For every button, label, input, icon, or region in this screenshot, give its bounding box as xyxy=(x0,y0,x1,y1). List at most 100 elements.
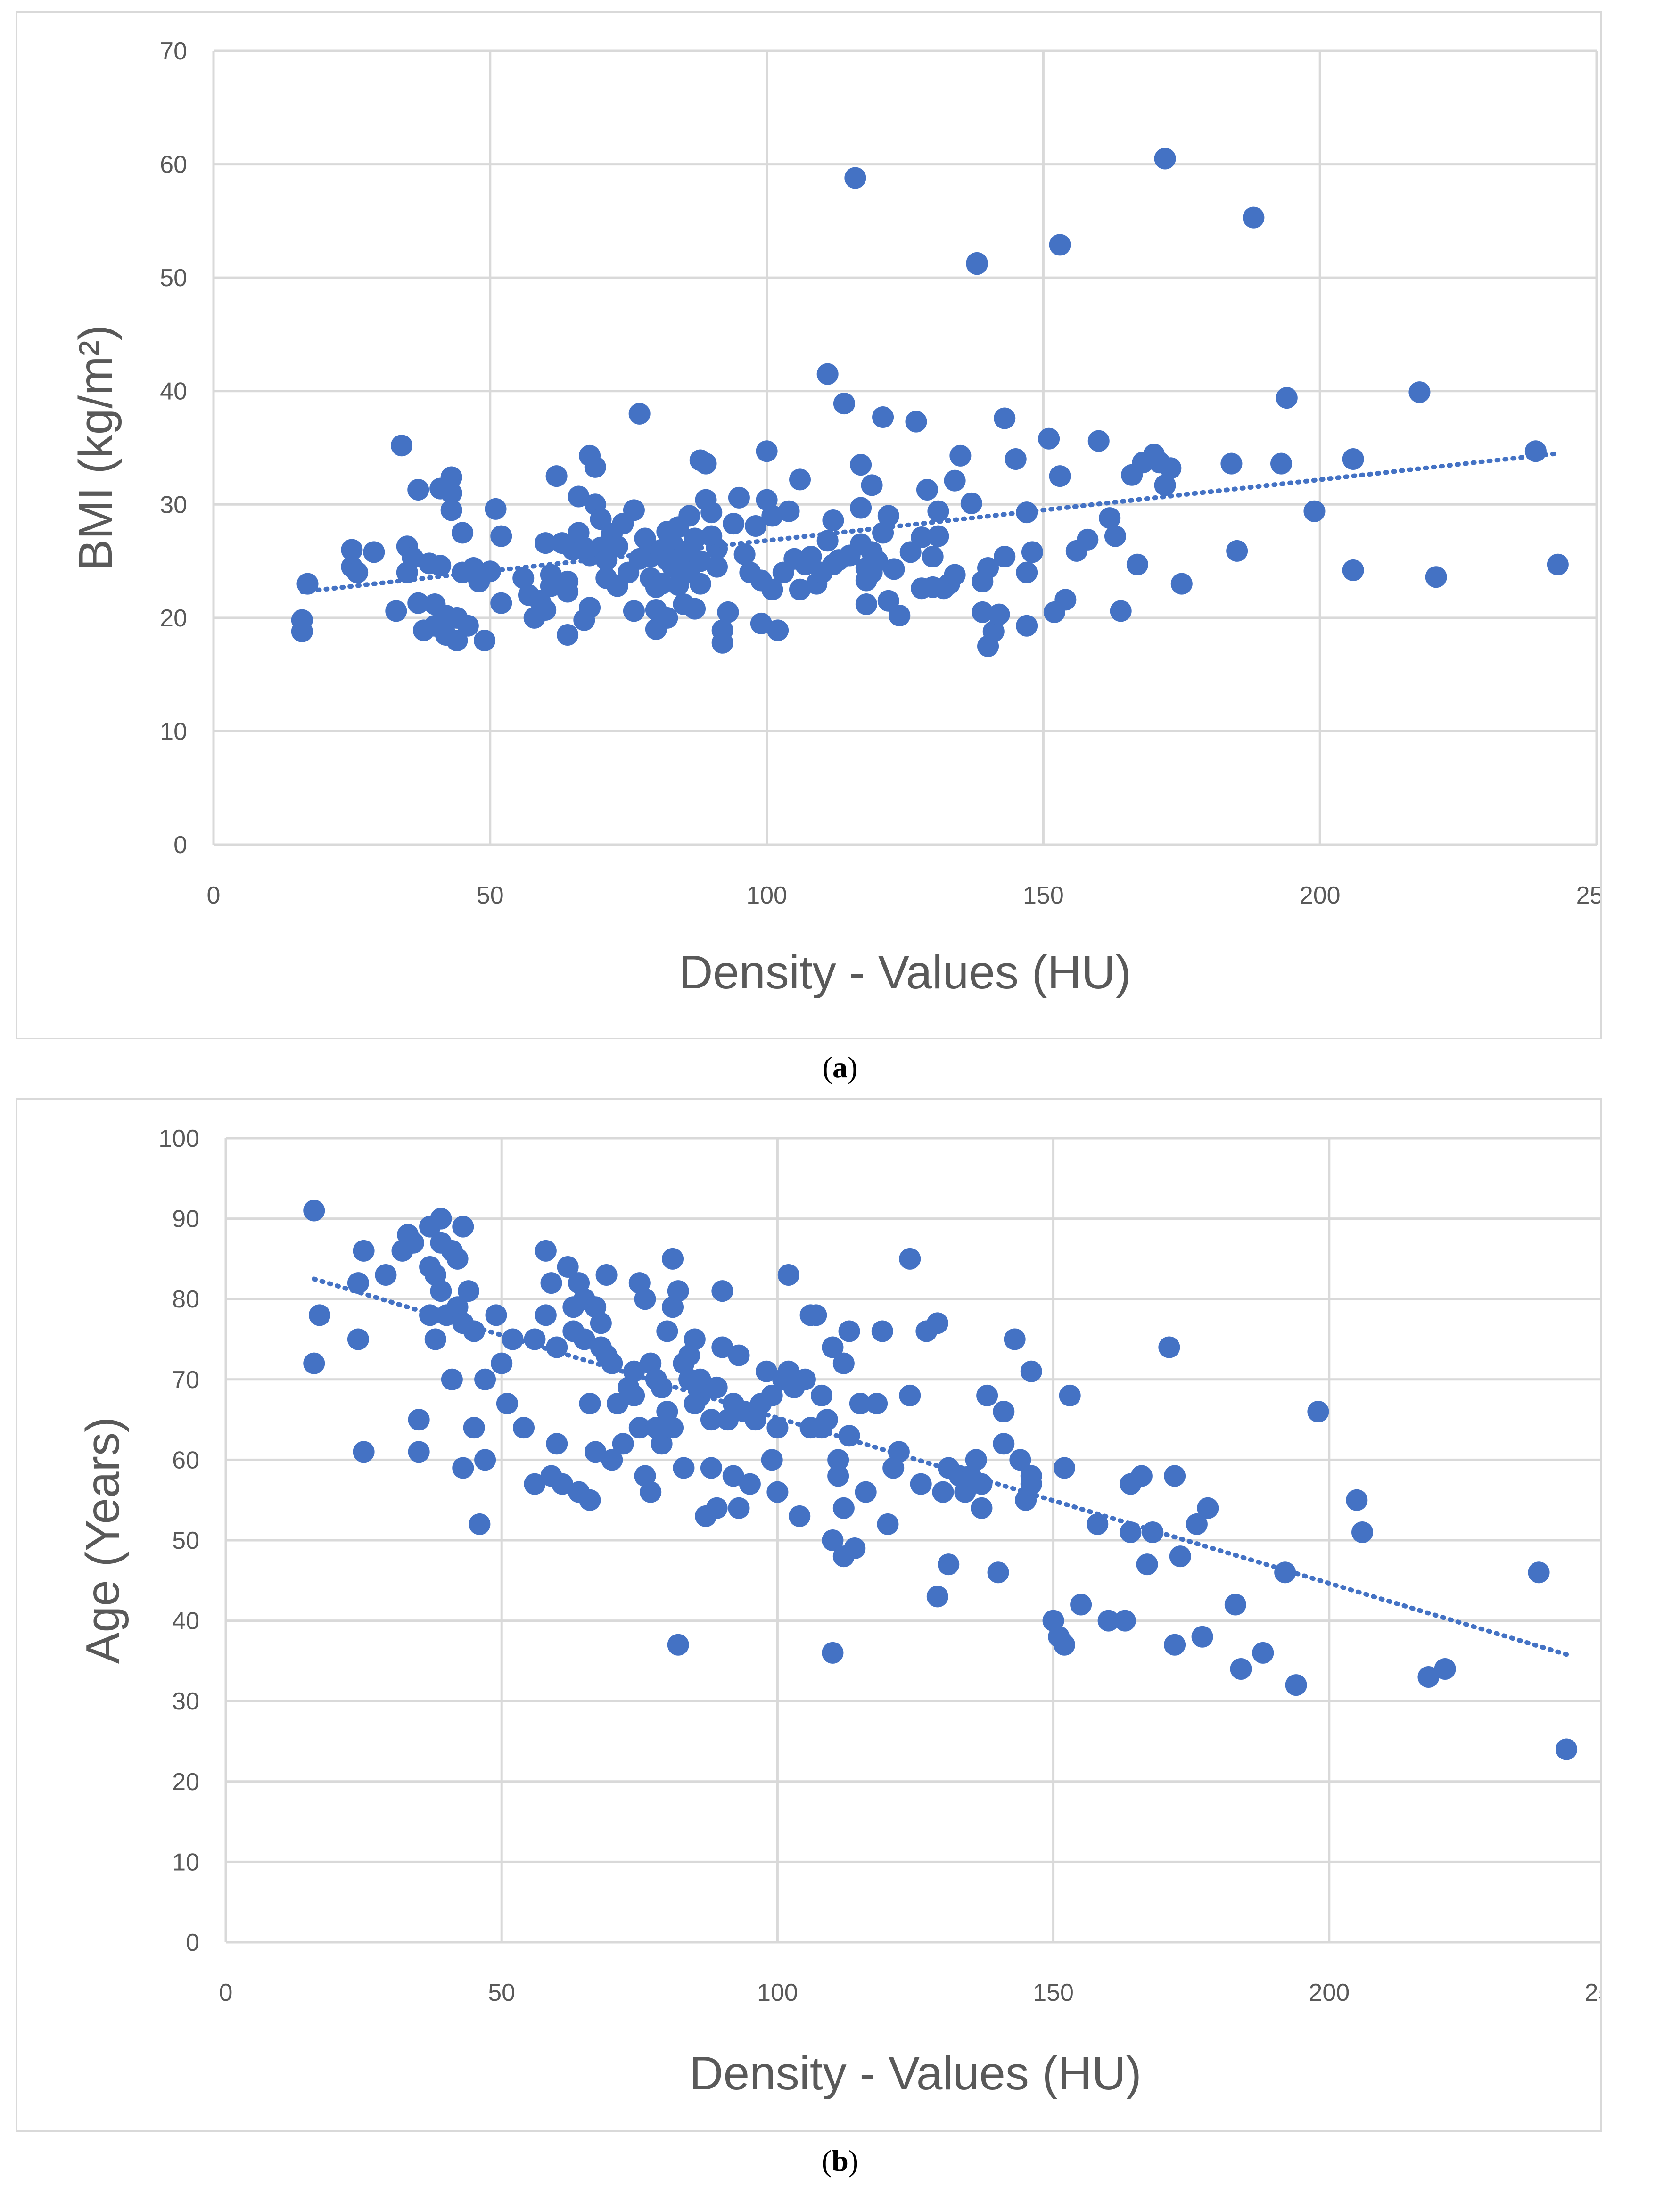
data-point xyxy=(341,539,363,561)
data-point xyxy=(766,1417,789,1439)
data-point xyxy=(877,1513,899,1535)
data-point xyxy=(982,620,1005,642)
data-point xyxy=(866,1392,888,1414)
data-point xyxy=(816,1409,838,1431)
data-point xyxy=(440,499,462,521)
data-point xyxy=(916,479,938,501)
data-point xyxy=(628,1417,651,1439)
data-point xyxy=(1274,1561,1296,1584)
data-point xyxy=(750,612,772,634)
y-tick-label: 20 xyxy=(172,1768,199,1796)
x-axis-title: Density - Values (HU) xyxy=(689,2047,1141,2100)
data-point xyxy=(872,406,894,428)
data-point xyxy=(944,564,966,586)
data-point xyxy=(689,1368,711,1390)
data-point xyxy=(640,1481,662,1503)
data-point xyxy=(711,1336,733,1358)
data-point xyxy=(855,593,877,615)
x-tick-label: 100 xyxy=(746,882,787,909)
data-point xyxy=(899,1384,921,1406)
data-point xyxy=(711,1280,733,1302)
data-point xyxy=(1164,1465,1186,1487)
data-point xyxy=(778,500,800,522)
x-tick-label: 200 xyxy=(1300,882,1341,909)
data-point xyxy=(540,1272,562,1294)
data-point xyxy=(1164,1634,1186,1656)
data-point xyxy=(822,1529,844,1551)
caption-a: (a) xyxy=(822,1051,858,1084)
data-point xyxy=(535,1240,557,1262)
data-point xyxy=(346,561,369,583)
data-point xyxy=(546,1336,568,1358)
data-point xyxy=(463,1417,485,1439)
data-point xyxy=(513,1417,535,1439)
data-point xyxy=(524,1473,546,1495)
caption-b: (b) xyxy=(821,2144,859,2178)
data-point xyxy=(695,452,717,475)
y-tick-label: 60 xyxy=(172,1446,199,1474)
data-point xyxy=(651,1376,673,1398)
data-point xyxy=(722,1465,744,1487)
data-point xyxy=(408,1441,430,1463)
data-point xyxy=(590,508,612,530)
data-point xyxy=(353,1240,375,1262)
data-point xyxy=(540,575,562,597)
y-axis-title: BMI (kg/m²) xyxy=(69,325,122,571)
data-point xyxy=(474,629,496,651)
data-point xyxy=(557,624,579,646)
data-point xyxy=(291,620,313,642)
data-point xyxy=(1054,1457,1076,1479)
data-point xyxy=(1434,1658,1456,1680)
data-point xyxy=(689,550,711,572)
data-point xyxy=(573,1328,595,1350)
data-point xyxy=(634,1288,656,1310)
data-point xyxy=(684,598,706,620)
data-point xyxy=(711,632,733,654)
data-point xyxy=(408,1409,430,1431)
data-point xyxy=(474,1449,496,1471)
data-point xyxy=(849,1392,871,1414)
data-point xyxy=(1425,566,1447,588)
data-point xyxy=(363,541,385,563)
data-point xyxy=(700,501,723,524)
data-point xyxy=(1276,387,1298,409)
data-point xyxy=(728,1497,750,1519)
data-point xyxy=(651,573,673,595)
data-point xyxy=(667,1280,689,1302)
x-tick-label: 100 xyxy=(757,1979,798,2006)
data-point xyxy=(905,411,927,433)
x-tick-label: 0 xyxy=(207,882,221,909)
data-point xyxy=(728,486,750,509)
data-point xyxy=(1170,573,1193,595)
x-axis-title: Density - Values (HU) xyxy=(679,946,1131,999)
data-point xyxy=(811,1384,833,1406)
data-point xyxy=(308,1304,330,1326)
data-point xyxy=(590,1312,612,1334)
data-point xyxy=(1303,500,1326,522)
data-point xyxy=(606,1392,628,1414)
data-point xyxy=(651,1433,673,1455)
data-point xyxy=(805,1304,827,1326)
data-point xyxy=(1160,457,1182,479)
data-point xyxy=(1230,1658,1252,1680)
x-tick-label: 200 xyxy=(1309,1979,1350,2006)
data-point xyxy=(723,513,745,535)
data-point xyxy=(822,509,844,531)
data-point xyxy=(1016,561,1038,583)
data-point xyxy=(911,526,933,549)
data-point xyxy=(965,1449,987,1471)
data-point xyxy=(877,590,899,612)
data-point xyxy=(972,601,994,623)
data-point xyxy=(1059,1384,1081,1406)
data-point xyxy=(777,1264,799,1286)
data-point xyxy=(1005,448,1027,470)
data-point xyxy=(1186,1513,1208,1535)
data-point xyxy=(440,466,462,488)
data-point xyxy=(971,1497,993,1519)
data-point xyxy=(689,573,711,595)
data-point xyxy=(662,1248,684,1270)
x-tick-label: 150 xyxy=(1023,882,1064,909)
data-point xyxy=(844,167,866,189)
data-point xyxy=(628,403,651,425)
data-point xyxy=(761,1384,783,1406)
